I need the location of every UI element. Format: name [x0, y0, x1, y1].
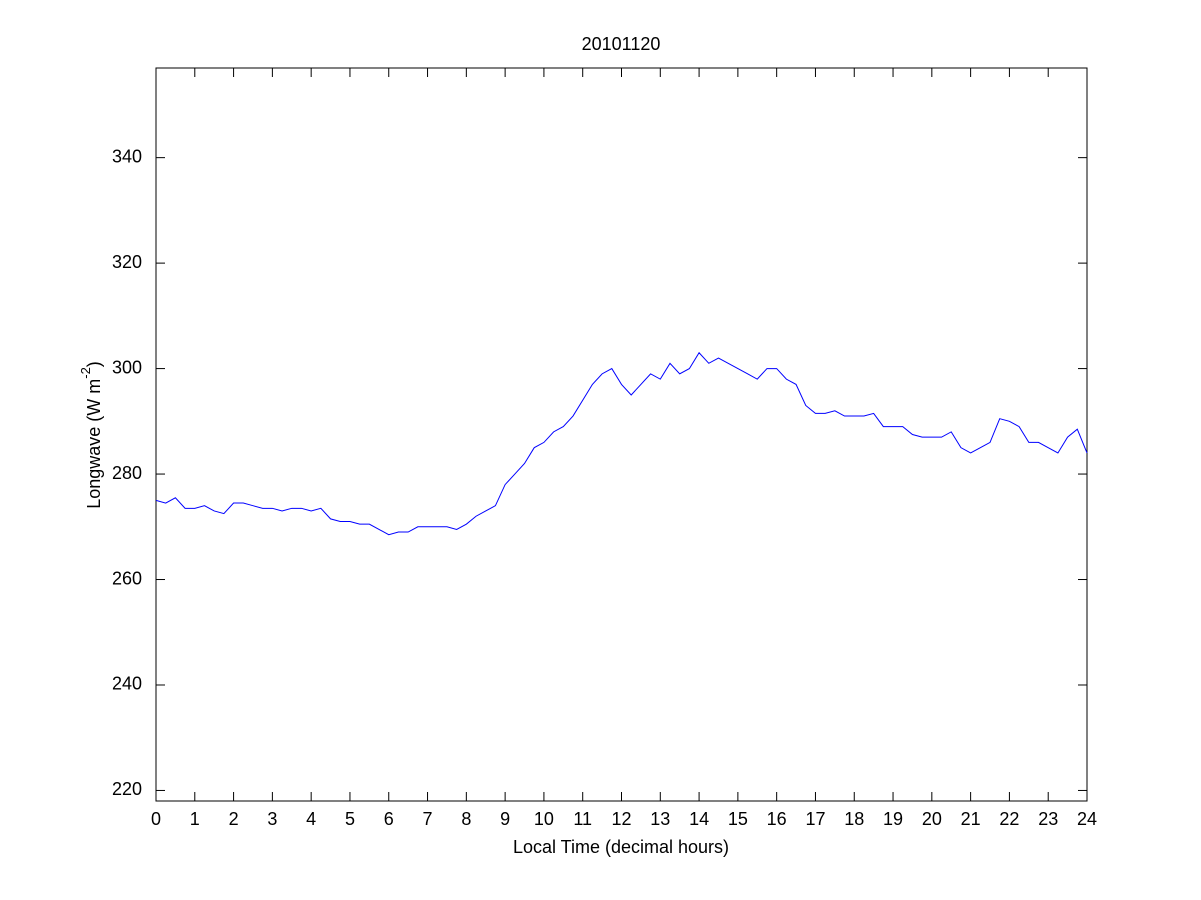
x-tick-label: 12 [611, 809, 631, 829]
x-tick-label: 8 [461, 809, 471, 829]
chart-title: 20101120 [582, 34, 661, 54]
x-tick-label: 19 [883, 809, 903, 829]
x-tick-label: 0 [151, 809, 161, 829]
x-tick-label: 4 [306, 809, 316, 829]
x-tick-label: 22 [999, 809, 1019, 829]
y-tick-label: 300 [112, 357, 142, 377]
x-axis-label: Local Time (decimal hours) [513, 837, 729, 857]
x-tick-label: 9 [500, 809, 510, 829]
y-tick-label: 240 [112, 674, 142, 694]
x-tick-label: 17 [805, 809, 825, 829]
y-tick-label: 280 [112, 463, 142, 483]
x-tick-label: 13 [650, 809, 670, 829]
data-line [155, 351, 1088, 536]
y-tick-label: 320 [112, 252, 142, 272]
x-tick-label: 1 [190, 809, 200, 829]
x-tick-label: 11 [573, 809, 592, 829]
x-tick-label: 15 [728, 809, 748, 829]
x-tick-label: 24 [1077, 809, 1097, 829]
x-tick-label: 16 [767, 809, 787, 829]
x-tick-label: 20 [922, 809, 942, 829]
x-tick-label: 7 [423, 809, 433, 829]
y-tick-label: 220 [112, 779, 142, 799]
x-tick-label: 6 [384, 809, 394, 829]
x-tick-label: 21 [961, 809, 981, 829]
y-axis-label: Longwave (W m-2) [78, 361, 103, 509]
x-tick-label: 2 [229, 809, 239, 829]
x-tick-label: 23 [1038, 809, 1058, 829]
y-tick-label: 340 [112, 146, 142, 166]
y-tick-label: 260 [112, 568, 142, 588]
x-tick-label: 5 [345, 809, 355, 829]
y-axis-label-text: Longwave (W m [84, 379, 104, 509]
x-tick-label: 3 [267, 809, 277, 829]
y-axis-label-sup: -2 [78, 367, 93, 379]
y-axis-label-end: ) [84, 361, 104, 367]
plot-frame [155, 67, 1088, 802]
x-tick-label: 14 [689, 809, 709, 829]
x-tick-label: 18 [844, 809, 864, 829]
x-tick-label: 10 [534, 809, 554, 829]
